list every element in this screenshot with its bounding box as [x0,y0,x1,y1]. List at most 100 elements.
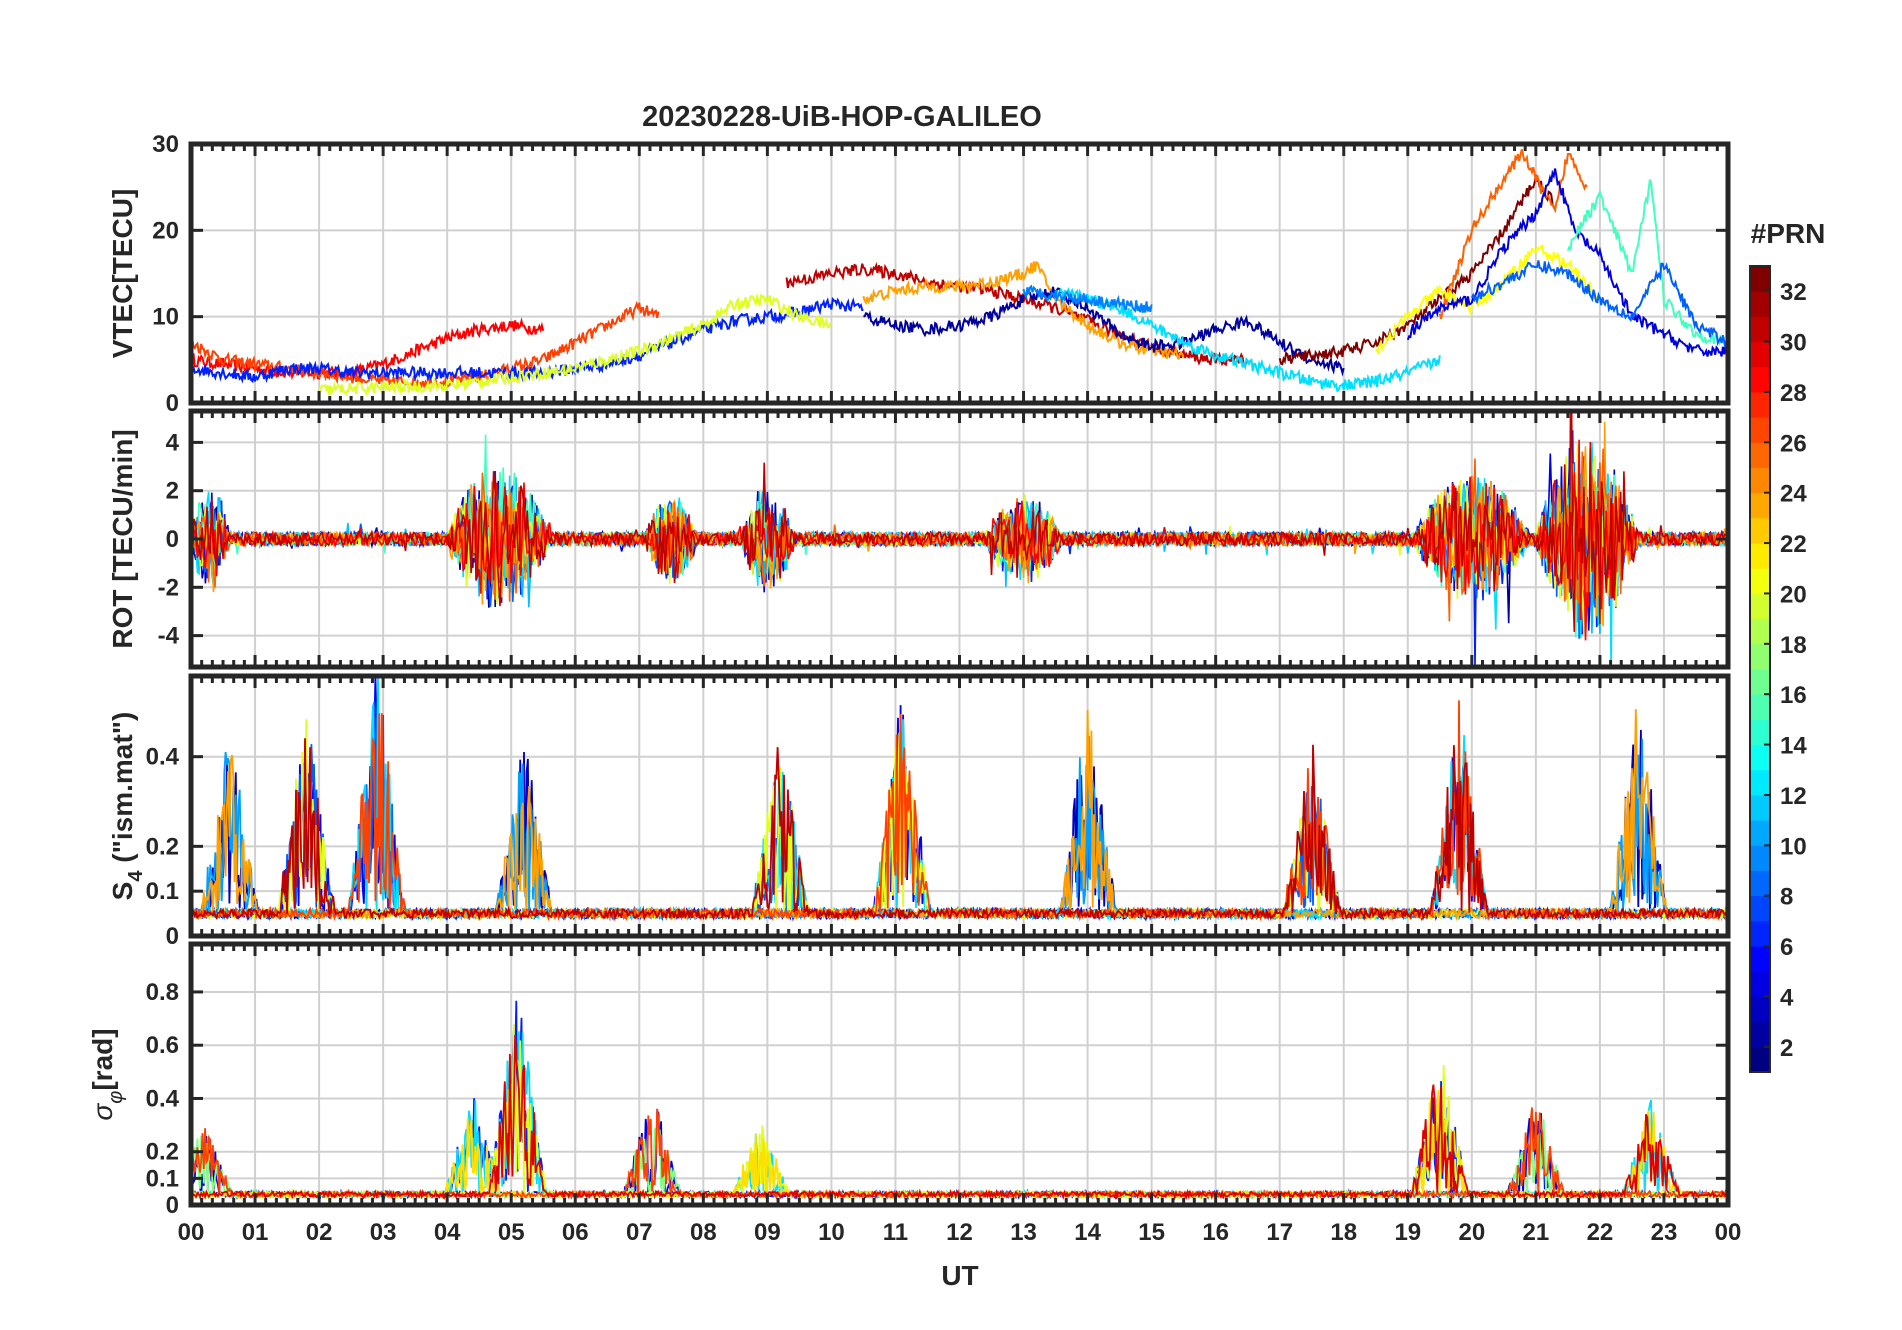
colorbar-frame [1749,265,1771,1073]
colorbar-segment [1750,442,1770,468]
x-tick-label: 03 [370,1219,397,1246]
colorbar-segment [1750,845,1770,871]
vtec-series-prn-27 [191,300,660,391]
colorbar-segment [1750,517,1770,544]
colorbar-segment [1750,391,1770,418]
panel-3: 0 0.1 0.2 0.4S4 ("ism.mat") [107,673,1731,950]
colorbar-segment [1750,1046,1770,1073]
x-tick-label: 07 [626,1219,653,1246]
vtec-series-prn-12 [1055,286,1441,393]
x-tick-label: 22 [1587,1219,1614,1246]
colorbar-segment [1750,996,1770,1023]
vtec-series-prn-33 [1278,174,1556,366]
colorbar-tick-label: 14 [1780,733,1807,760]
vtec-series-prn-31 [785,261,1249,367]
x-tick-label: 11 [883,1219,908,1246]
colorbar-segment [1750,1021,1770,1048]
vtec-series-prn-21 [1375,244,1601,355]
y-tick-label: 4 [166,429,180,456]
colorbar-segment [1750,366,1770,393]
colorbar-tick-label: 10 [1780,833,1807,860]
colorbar-segment [1750,467,1770,494]
colorbar-segment [1750,946,1770,972]
colorbar-tick-label: 18 [1780,632,1807,659]
panel-1-series [191,149,1728,397]
x-tick-label: 16 [1202,1219,1229,1246]
y-tick-label: 0.6 [146,1032,179,1059]
colorbar-segment [1750,643,1770,670]
y-tick-label: 0 [166,1192,179,1219]
y-axis-label-4: σφ[rad] [87,1028,127,1120]
vtec-series-prn-24 [862,260,1185,361]
colorbar-segment [1750,266,1770,292]
y-tick-label: -4 [158,623,180,650]
x-tick-label: 14 [1074,1219,1101,1246]
x-tick-label: 17 [1266,1219,1293,1246]
x-tick-label: 04 [434,1219,461,1246]
y-tick-label: 0.4 [146,1085,180,1112]
y-tick-label: 0.2 [146,833,179,860]
colorbar-segment [1750,543,1770,569]
chart-title: 20230228-UiB-HOP-GALILEO [642,101,1042,133]
x-tick-label: 21 [1523,1219,1550,1246]
y-tick-label: -2 [158,574,179,601]
y-axis-label-2: ROT [TECU/min] [107,429,138,648]
y-tick-label: 0.1 [146,1165,179,1192]
colorbar-segment [1750,593,1770,620]
colorbar-label: #PRN [1751,218,1826,249]
x-tick-label: 10 [818,1219,845,1246]
y-axis-label-3: S4 ("ism.mat") [107,712,147,901]
colorbar-segment [1750,769,1770,796]
y-tick-label: 0.8 [146,979,179,1006]
colorbar-tick-label: 4 [1780,984,1794,1011]
colorbar-segment [1750,719,1770,746]
panel-3-series [191,676,1728,922]
x-tick-label: 15 [1138,1219,1165,1246]
vtec-series-prn-15 [1566,179,1728,347]
colorbar-tick-label: 6 [1780,934,1793,961]
colorbar-segment [1750,316,1770,343]
colorbar-segment [1750,568,1770,594]
x-tick-label: 00 [1715,1219,1742,1246]
y-axis-label-1: VTEC[TECU] [107,189,138,359]
colorbar-segment [1750,820,1770,846]
x-axis-label: UT [941,1260,978,1291]
x-tick-label: 08 [690,1219,717,1246]
colorbar-segment [1750,492,1770,519]
colorbar-tick-label: 8 [1780,884,1793,911]
x-tick-label: 00 [178,1219,205,1246]
colorbar-segment [1750,669,1770,695]
vtec-series-prn-4 [1406,168,1728,358]
colorbar-segment [1750,341,1770,368]
x-tick-label: 19 [1394,1219,1421,1246]
y-tick-label: 0.4 [146,744,180,771]
colorbar-segment [1750,744,1770,771]
colorbar-tick-label: 2 [1780,1035,1793,1062]
vtec-series-prn-8 [1470,260,1728,348]
rot-series-prn-31 [191,411,1728,632]
panel-2-series [191,411,1728,667]
colorbar-segment [1750,920,1770,947]
x-tick-label: 12 [946,1219,973,1246]
x-tick-label: 13 [1010,1219,1037,1246]
panel-1: 0 10 20 30 VTEC[TECU] [107,131,1731,417]
colorbar-tick-label: 30 [1780,330,1807,357]
vtec-series-prn-9 [1022,284,1153,313]
colorbar-tick-label: 32 [1780,279,1807,306]
y-tick-label: 0 [166,390,179,417]
colorbar-segment [1750,971,1770,997]
y-tick-label: 0.2 [146,1139,179,1166]
x-tick-label: 23 [1651,1219,1678,1246]
vtec-series-prn-29 [191,317,545,382]
vtec-series-prn-2 [863,286,1345,377]
y-tick-label: 0.1 [146,878,179,905]
colorbar-tick-label: 28 [1780,380,1807,407]
colorbar-segment [1750,794,1770,821]
y-tick-label: 30 [152,131,179,158]
vtec-series-prn-26 [1438,149,1588,320]
colorbar-tick-label: 22 [1780,531,1807,558]
x-tick-label: 18 [1330,1219,1357,1246]
colorbar-segment [1750,895,1770,922]
